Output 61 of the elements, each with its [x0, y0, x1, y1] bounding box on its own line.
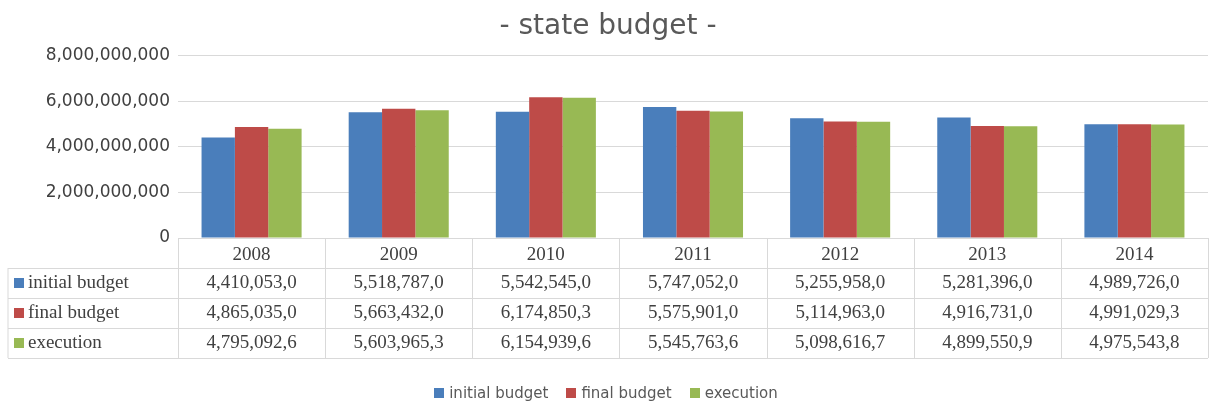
data-label: 5,281,396,0: [942, 270, 1033, 292]
y-tick-label: 8,000,000,000: [45, 44, 170, 65]
bar: [495, 111, 530, 238]
data-label: 4,991,029,3: [1089, 300, 1180, 322]
x-tick-label: 2011: [674, 243, 712, 265]
data-label: 4,795,092,6: [206, 330, 297, 352]
bar: [382, 108, 416, 238]
bar: [348, 112, 383, 238]
bar: [676, 110, 710, 238]
x-tick-label: 2012: [821, 243, 860, 265]
data-label: 5,663,432,0: [353, 300, 444, 322]
data-label: 5,575,901,0: [647, 300, 739, 322]
data-label: 6,174,850,3: [500, 300, 591, 322]
bar: [823, 121, 857, 238]
data-label: 4,916,731,0: [942, 300, 1033, 322]
bar: [790, 118, 824, 238]
data-label: 4,975,543,8: [1089, 330, 1180, 352]
y-tick-label: 2,000,000,000: [45, 180, 170, 201]
data-label: 5,545,763,6: [647, 330, 739, 352]
bar: [937, 117, 971, 238]
bar: [1084, 124, 1118, 238]
data-label: 4,989,726,0: [1089, 270, 1180, 292]
data-label: 5,518,787,0: [353, 270, 444, 292]
legend-label: initial budget: [28, 270, 130, 292]
x-tick-label: 2014: [1115, 243, 1154, 265]
bar: [1151, 124, 1185, 238]
text: final budget: [581, 384, 672, 402]
text: initial budget: [449, 384, 549, 402]
x-tick-label: 2009: [379, 243, 418, 265]
legend-label: final budget: [28, 300, 120, 322]
data-label: 5,603,965,3: [353, 330, 444, 352]
data-label: 4,410,053,0: [206, 270, 297, 292]
bar: [970, 125, 1004, 238]
y-tick-label: 0: [159, 226, 170, 247]
legend-label: execution: [704, 384, 778, 402]
bar: [1117, 124, 1152, 238]
x-tick-label: 2013: [968, 243, 1007, 265]
bar: [234, 127, 269, 238]
bar: [709, 111, 744, 238]
text: execution: [28, 330, 102, 352]
x-tick-label: 2008: [232, 243, 271, 265]
bar: [268, 128, 302, 238]
x-tick-label: 2010: [526, 243, 565, 265]
data-label: 4,899,550,9: [942, 330, 1033, 352]
bar: [856, 121, 891, 238]
y-tick-label: 4,000,000,000: [45, 135, 170, 156]
bar: [529, 97, 563, 238]
data-label: 5,114,963,0: [795, 300, 885, 322]
data-label: 4,865,035,0: [206, 300, 297, 322]
chart-title: - state budget -: [499, 8, 717, 42]
bar: [1003, 126, 1038, 238]
data-label: 5,542,545,0: [500, 270, 591, 292]
data-label: 6,154,939,6: [500, 330, 591, 352]
data-label: 5,747,052,0: [647, 270, 739, 292]
y-tick-label: 6,000,000,000: [45, 89, 170, 110]
bar: [562, 97, 596, 238]
bar: [642, 106, 677, 238]
data-label: 5,255,958,0: [795, 270, 886, 292]
data-label: 5,098,616,7: [795, 330, 886, 352]
bar: [201, 137, 235, 238]
bar: [415, 110, 449, 238]
